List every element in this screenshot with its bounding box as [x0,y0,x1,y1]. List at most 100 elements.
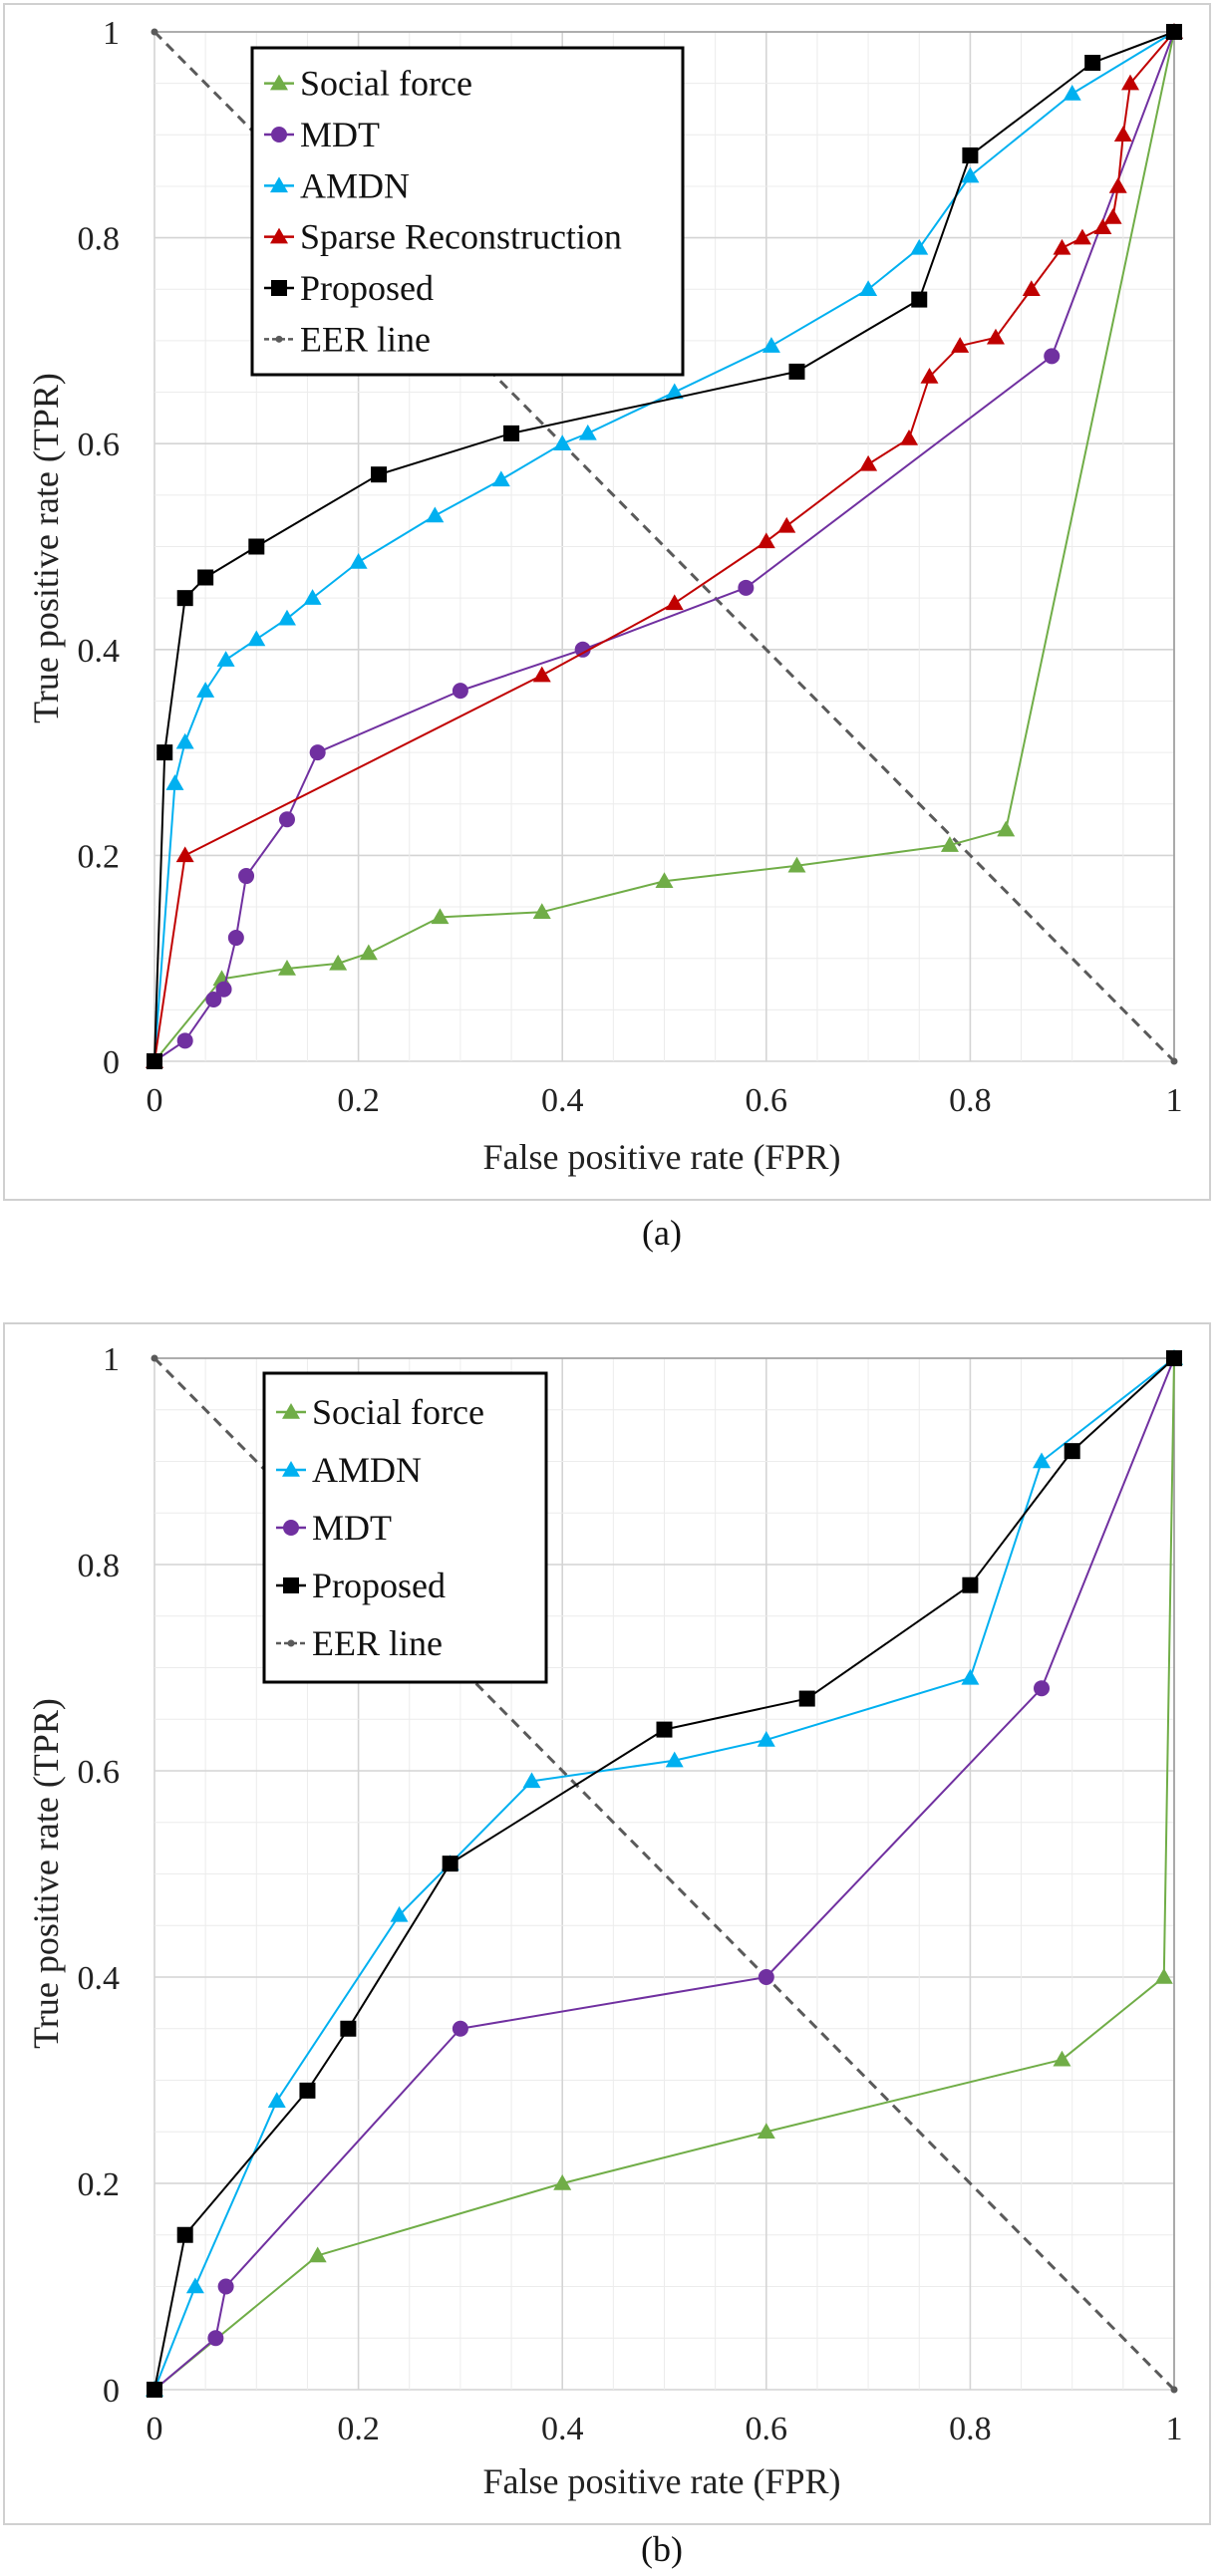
legend-box [262,1371,548,1684]
data-point-eer-line [1170,2386,1178,2394]
data-point-proposed [442,1856,458,1872]
y-tick-label: 0.8 [78,1548,121,1584]
data-point-mdt [452,2020,468,2037]
data-point-amdn [390,1905,409,1922]
data-point-mdt [205,992,222,1008]
data-point-proposed [798,1690,815,1707]
data-point-social-force [431,908,450,925]
legend-marker-amdn [282,1461,300,1477]
x-tick-label: 0 [147,1082,163,1119]
data-point-sparse-reconstruction [532,666,551,683]
data-point-proposed [176,590,193,607]
x-tick-label: 0.8 [949,1082,992,1119]
data-point-sparse-reconstruction [175,846,194,863]
x-tick-label: 0 [147,2411,163,2447]
y-tick-label: 0.2 [78,2166,121,2203]
data-point-amdn [910,238,929,255]
data-point-proposed [176,2226,193,2243]
x-tick-label: 0.4 [541,2411,584,2447]
y-tick-label: 0 [103,1044,120,1081]
series-proposed [147,24,1182,1069]
data-point-sparse-reconstruction [1121,74,1140,91]
data-point-amdn [1063,84,1081,101]
y-tick-label: 0.6 [78,1754,121,1791]
x-tick-label: 0.8 [949,2411,992,2447]
x-tick-label: 0.2 [337,2411,380,2447]
legend-label-social-force: Social force [312,1392,484,1432]
roc-chart-b: 0 0.2 0.4 0.6 0.8 1 0 0.2 0.4 0.6 0.8 1 False posit… [3,1322,1211,2569]
data-point-mdt [452,683,468,700]
data-point-amdn [757,1730,775,1747]
chart-b-frame [3,1322,1211,2525]
legend-marker-proposed [283,1577,299,1593]
data-point-amdn [762,337,780,353]
series-amdn [146,23,1183,1068]
data-point-social-force [277,960,296,976]
chart-b-x-axis-label: False positive rate (FPR) [483,2461,841,2501]
chart-a-y-axis-label: True positive rate (TPR) [26,373,66,723]
legend-label-amdn: AMDN [300,165,410,205]
data-point-social-force [329,954,348,971]
data-point-sparse-reconstruction [665,594,684,611]
data-point-proposed [1166,24,1182,40]
y-tick-label: 0.4 [78,633,121,670]
data-point-amdn [578,424,597,440]
legend-label-mdt: MDT [312,1508,392,1548]
data-point-sparse-reconstruction [1072,228,1091,245]
data-point-mdt [176,1032,193,1049]
legend-label-sparse-reconstruction: Sparse Reconstruction [300,217,622,257]
data-point-eer-line [151,28,158,36]
data-point-sparse-reconstruction [1053,238,1071,255]
data-point-amdn [247,630,266,647]
y-tick-label: 0.4 [78,1960,121,1997]
data-point-sparse-reconstruction [757,532,775,549]
series-line-social-force [153,31,1175,1062]
chart-a-frame [3,3,1211,1201]
data-point-eer-line [1170,1057,1178,1065]
data-point-amdn [522,1772,541,1789]
legend-marker-mdt [271,127,287,143]
data-point-amdn [961,1668,980,1685]
legend-label-mdt: MDT [300,115,380,154]
data-point-amdn [665,1751,684,1768]
data-point-sparse-reconstruction [951,337,970,353]
data-point-amdn [553,434,572,450]
chart-b-ticks: 0 0.2 0.4 0.6 0.8 1 0 0.2 0.4 0.6 0.8 1 [78,1341,1183,2447]
chart-a-legend: Social force MDT AMDN Sparse Reconstruction… [250,46,685,377]
x-tick-label: 0.2 [337,1082,380,1119]
data-point-sparse-reconstruction [1093,218,1112,235]
legend-marker-mdt [283,1520,299,1536]
data-point-proposed [156,744,173,761]
chart-b-caption: (b) [641,2529,683,2569]
data-point-proposed [1064,1443,1080,1460]
data-point-proposed [1084,54,1101,71]
data-point-amdn [426,506,445,523]
legend-label-eer-line: EER line [300,319,431,359]
data-point-mdt [278,811,295,828]
data-point-sparse-reconstruction [900,429,919,445]
legend-marker-eer-line [275,335,283,343]
legend-label-proposed: Proposed [312,1566,446,1605]
legend-marker-eer-line [287,1639,295,1647]
data-point-amdn [175,732,194,749]
series-proposed [147,1350,1182,2398]
data-point-sparse-reconstruction [1108,176,1127,193]
data-point-social-force [997,820,1016,837]
data-point-amdn [1033,1452,1052,1469]
data-point-social-force [553,2174,572,2190]
roc-chart-a: 0 0.2 0.4 0.6 0.8 1 0 0.2 0.4 0.6 0.8 1 False posit… [3,3,1211,1253]
y-tick-label: 0.2 [78,838,121,875]
legend-marker-social-force [282,1403,300,1419]
series-line-proposed [153,1357,1175,2391]
data-point-sparse-reconstruction [920,368,939,384]
legend-marker-proposed [271,280,287,296]
data-point-sparse-reconstruction [1103,207,1122,224]
data-point-proposed [147,2382,162,2398]
data-point-sparse-reconstruction [859,454,878,471]
data-point-mdt [738,579,755,596]
data-point-amdn [961,166,980,183]
data-point-social-force [1053,2050,1071,2067]
chart-b-y-axis-label: True positive rate (TPR) [26,1698,66,2049]
legend-label-proposed: Proposed [300,268,434,308]
